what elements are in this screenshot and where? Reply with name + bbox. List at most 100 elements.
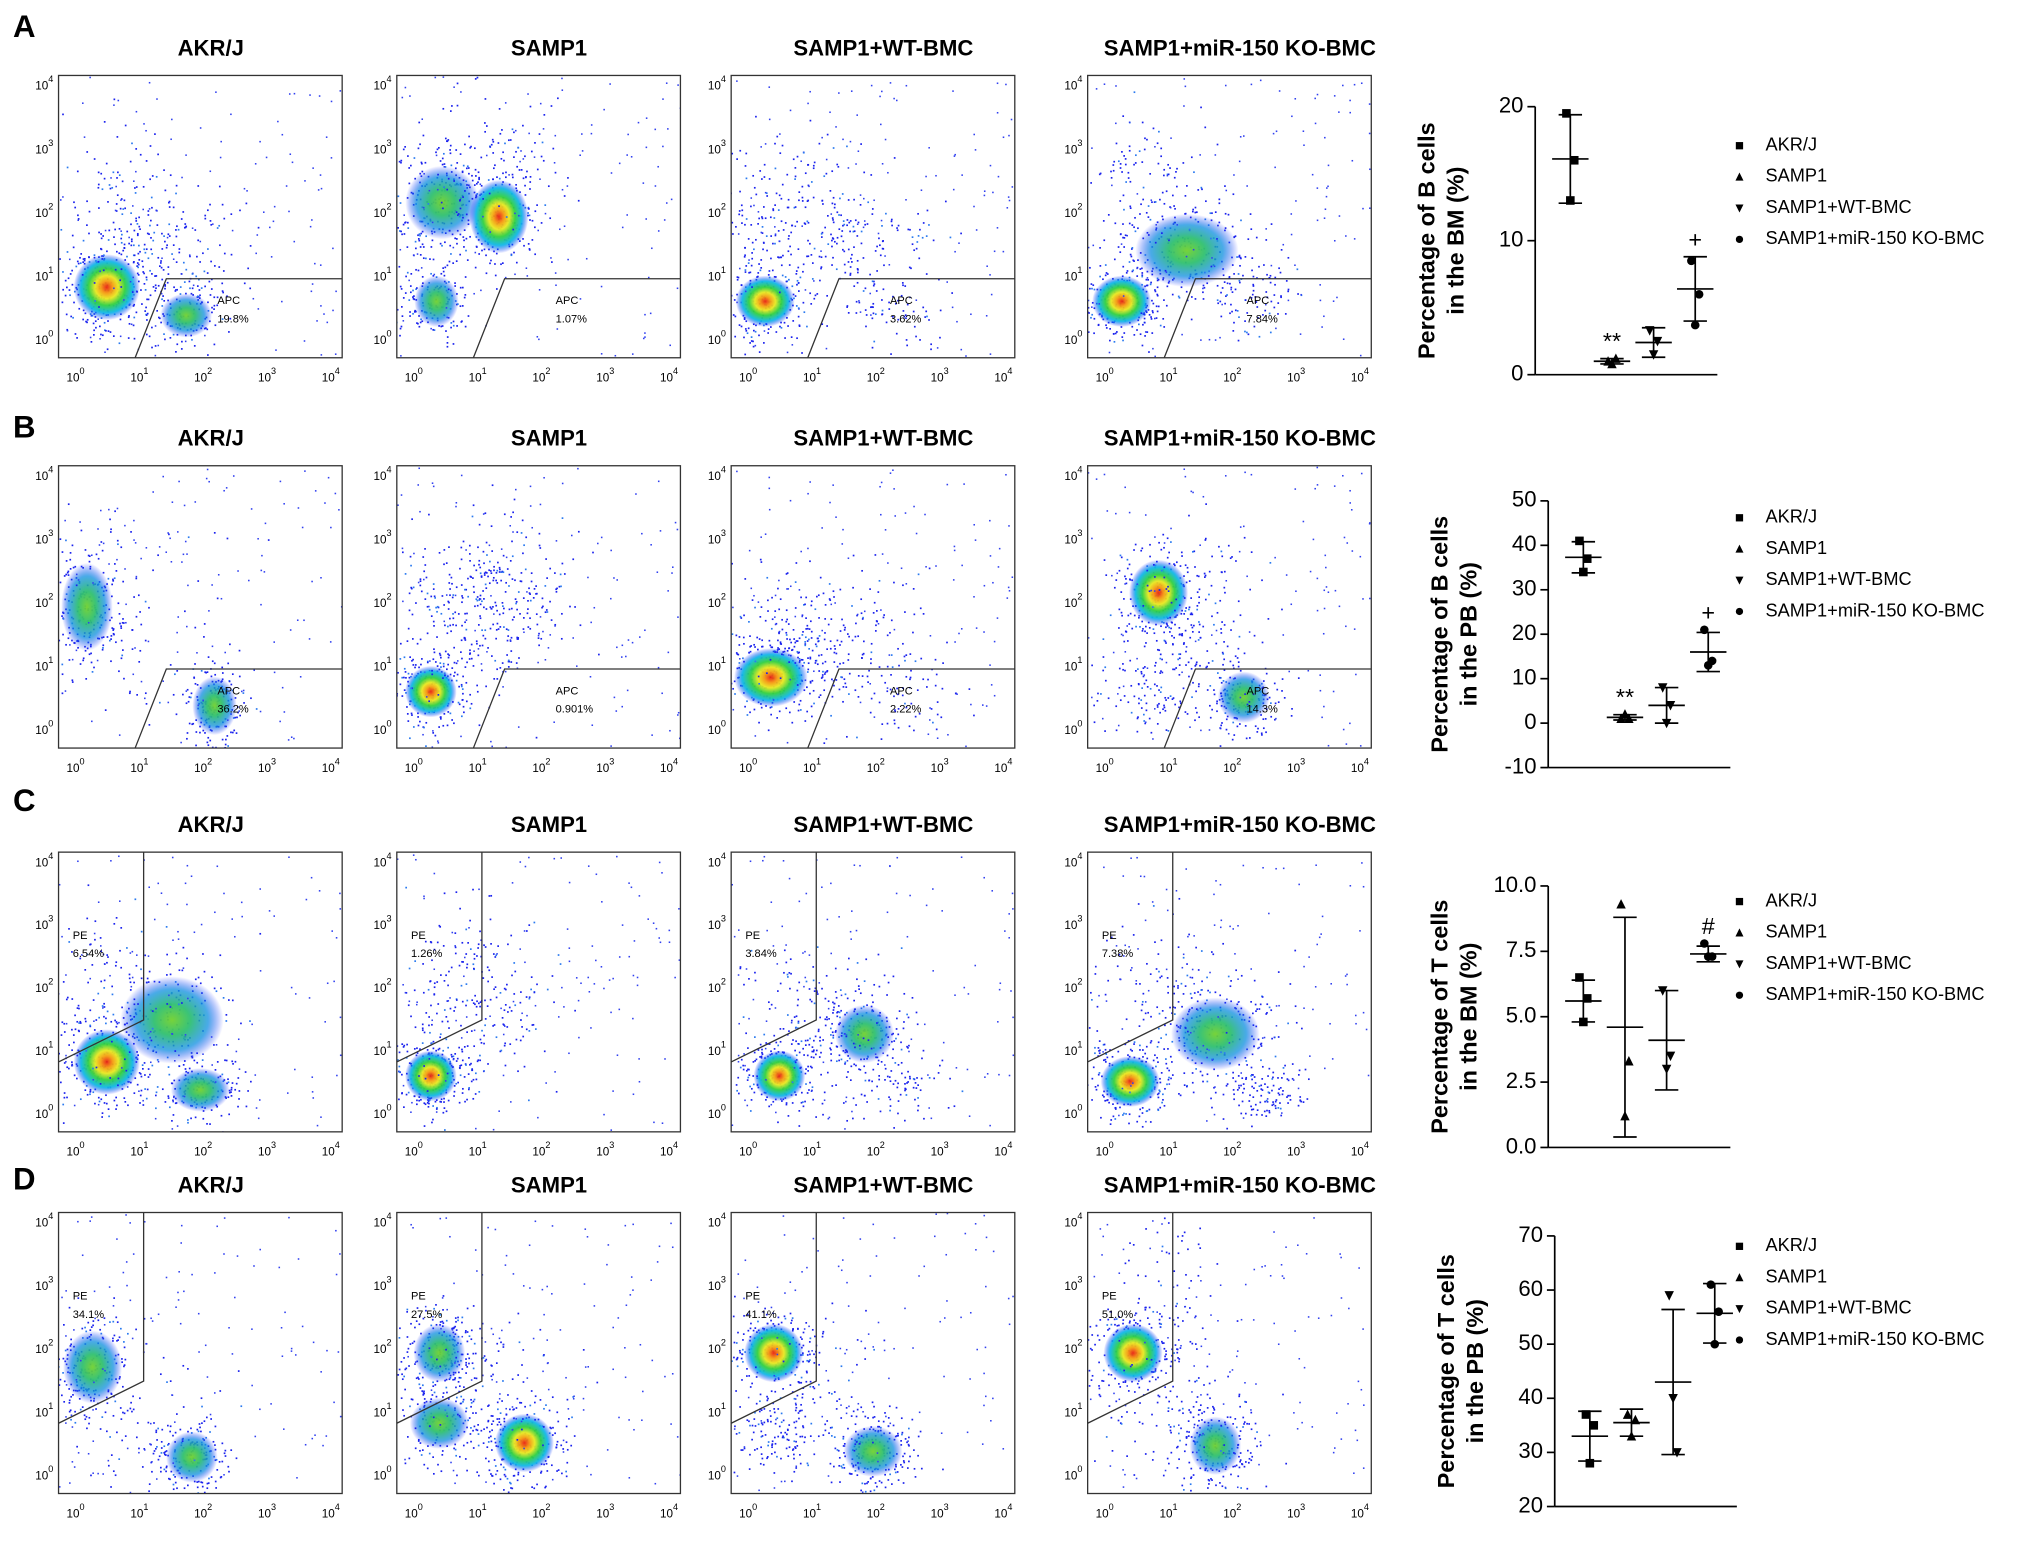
event-dot (1323, 315, 1325, 318)
event-dot (910, 267, 912, 270)
event-dot (111, 627, 114, 629)
event-dot (845, 686, 848, 688)
event-dot (488, 582, 491, 585)
event-dot (418, 325, 421, 328)
event-dot (88, 653, 91, 656)
event-dot (872, 284, 875, 287)
event-dot (149, 145, 152, 147)
event-dot (434, 734, 437, 737)
event-dot (93, 282, 96, 284)
event-dot (498, 613, 501, 616)
event-dot (245, 202, 248, 205)
event-dot (1284, 313, 1287, 315)
event-dot (396, 308, 399, 311)
event-dot (900, 294, 903, 297)
event-dot (795, 272, 798, 275)
event-dot (1099, 246, 1101, 249)
event-dot (847, 312, 850, 314)
event-dot (1098, 173, 1101, 176)
event-dot (1188, 228, 1191, 231)
event-dot (213, 265, 216, 267)
event-dot (508, 139, 510, 142)
event-dot (1238, 316, 1240, 319)
event-dot (194, 626, 197, 629)
event-dot (511, 578, 514, 580)
event-dot (917, 235, 920, 237)
event-dot (443, 620, 446, 623)
event-dot (832, 221, 835, 224)
event-dot (824, 604, 827, 606)
event-dot (93, 334, 95, 336)
event-dot (1156, 293, 1159, 296)
plot-title: SAMP1+miR-150 KO-BMC (1104, 35, 1376, 60)
event-dot (522, 124, 524, 127)
tick-exponent: 1 (387, 656, 392, 666)
event-dot (787, 250, 790, 253)
event-dot (462, 216, 464, 219)
event-dot (505, 628, 508, 631)
event-dot (1222, 274, 1225, 277)
event-dot (119, 279, 122, 282)
event-dot (1008, 199, 1011, 202)
event-dot (758, 682, 761, 685)
event-dot (806, 686, 808, 689)
event-dot (293, 240, 296, 243)
event-dot (789, 245, 791, 248)
tick-exponent: 4 (673, 366, 678, 376)
event-dot (98, 231, 100, 234)
event-dot (133, 180, 135, 182)
event-dot (189, 255, 191, 258)
event-dot (610, 745, 612, 747)
event-dot (1155, 224, 1157, 226)
event-dot (1165, 271, 1168, 274)
event-dot (74, 565, 77, 568)
event-dot (1159, 198, 1161, 201)
event-dot (579, 624, 582, 627)
event-dot (80, 253, 83, 255)
event-dot (1167, 163, 1169, 166)
event-dot (767, 599, 769, 602)
event-dot (790, 641, 793, 644)
event-dot (905, 317, 907, 320)
event-dot (176, 225, 178, 228)
event-dot (572, 558, 575, 561)
event-dot (1083, 157, 1085, 159)
event-dot (1201, 188, 1203, 191)
event-dot (482, 634, 485, 637)
event-dot (1270, 264, 1273, 267)
event-dot (1190, 296, 1193, 298)
event-dot (902, 284, 904, 287)
event-dot (511, 173, 514, 176)
event-dot (409, 555, 412, 558)
event-dot (500, 571, 503, 573)
event-dot (210, 260, 212, 263)
event-dot (795, 640, 798, 642)
event-dot (807, 239, 809, 242)
event-dot (832, 590, 835, 593)
event-dot (126, 230, 129, 233)
event-dot (534, 142, 536, 144)
event-dot (880, 219, 883, 222)
event-dot (799, 276, 802, 279)
event-dot (1231, 291, 1234, 293)
event-dot (423, 578, 425, 581)
event-dot (820, 266, 823, 268)
event-dot (870, 314, 872, 316)
event-dot (74, 333, 77, 335)
event-dot (495, 604, 498, 607)
event-dot (796, 155, 799, 158)
event-dot (272, 220, 275, 223)
event-dot (468, 135, 470, 138)
event-dot (1128, 121, 1131, 124)
event-dot (803, 689, 806, 692)
event-dot (787, 623, 790, 625)
event-dot (388, 690, 390, 692)
event-dot (66, 286, 68, 289)
event-dot (190, 292, 193, 295)
event-dot (491, 138, 494, 141)
event-dot (320, 354, 323, 356)
event-dot (874, 313, 877, 316)
event-dot (1182, 162, 1185, 164)
event-dot (810, 303, 813, 305)
event-dot (456, 673, 459, 676)
